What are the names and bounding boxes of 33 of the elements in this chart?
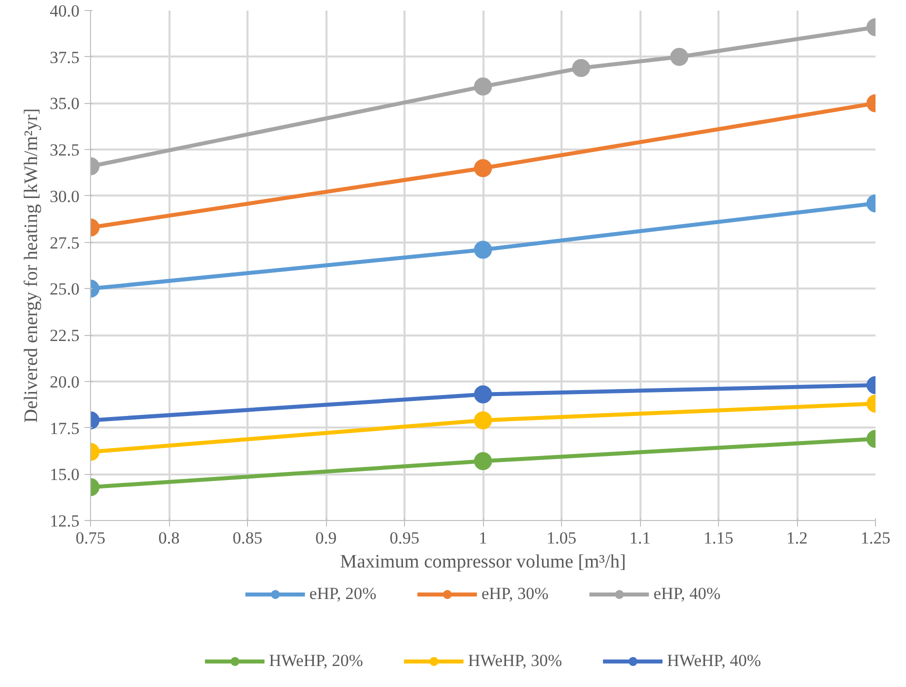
x-tick-label: 0.8 [158,528,180,548]
y-tick-label: 20.0 [50,372,80,392]
x-tick-label: 1.15 [704,528,734,548]
y-tick-label: 30.0 [50,186,80,206]
legend-label: eHP, 20% [309,584,376,604]
point [572,59,590,77]
y-tick-label: 22.5 [50,326,80,346]
x-tick-label: 0.85 [232,528,262,548]
legend-label: eHP, 40% [654,584,721,604]
point [474,78,492,96]
legend-label: HWeHP, 40% [667,651,762,671]
legend-label: eHP, 30% [481,584,549,604]
y-tick-label: 25.0 [50,280,80,299]
y-tick-label: 40.0 [50,2,80,20]
y-tick-label: 27.5 [50,233,80,252]
y-tick-label: 37.5 [50,48,80,67]
x-tick-label: 1 [478,528,488,548]
y-tick-label: 32.5 [50,140,80,160]
y-tick-label: 15.0 [50,465,80,484]
legend-label: HWeHP, 30% [468,651,562,671]
x-tick-label: 0.75 [76,528,106,548]
x-tick-label: 1.2 [786,528,808,548]
x-axis-title: Maximum compressor volume [m³/h] [340,552,626,572]
x-tick-label: 1.1 [629,528,651,548]
x-tick-label: 0.9 [315,528,337,548]
y-tick-label: 35.0 [50,94,80,114]
y-tick-label: 12.5 [50,512,80,530]
y-tick-label: 17.5 [50,418,80,438]
legend-label: HWeHP, 20% [268,651,363,671]
x-tick-label: 1.05 [546,528,576,548]
x-tick-label: 0.95 [390,528,420,548]
x-tick-label: 1.25 [860,528,890,548]
y-axis-title: Delivered energy for heating [kWh/m²yr] [20,108,42,423]
